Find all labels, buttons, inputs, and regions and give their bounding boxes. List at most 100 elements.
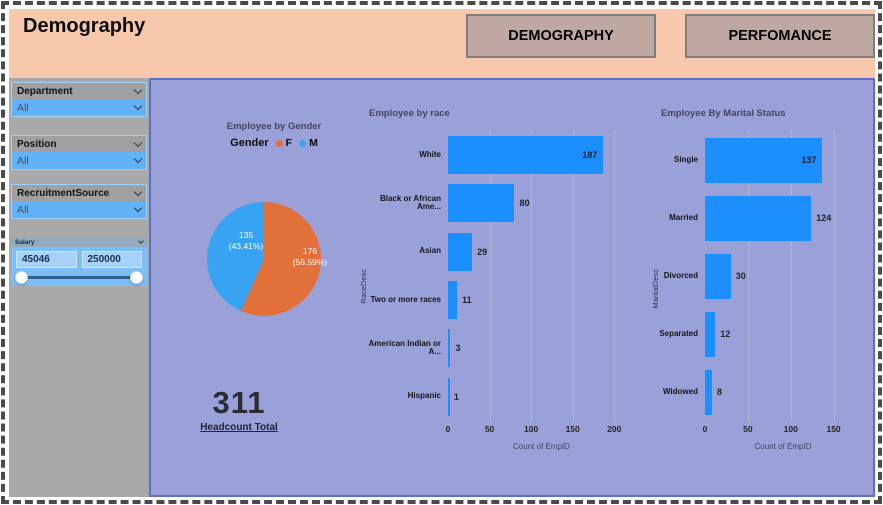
chevron-down-icon: [133, 203, 143, 213]
bar[interactable]: [448, 232, 473, 271]
pie[interactable]: [207, 202, 321, 316]
bar-track: 8: [705, 369, 861, 415]
slicer-recruitment-source-dropdown[interactable]: All: [12, 201, 146, 218]
bar-track: 124: [705, 195, 861, 241]
bar[interactable]: 137: [705, 137, 823, 183]
pie-percent: (43.41%): [228, 241, 264, 251]
legend-item-f[interactable]: F: [275, 137, 293, 149]
plot-area: White 187 Black or African Ame... 80 Asian 29…: [363, 131, 635, 437]
bar[interactable]: [448, 377, 450, 416]
salary-min-input[interactable]: 45046: [16, 251, 77, 268]
bar[interactable]: [705, 311, 716, 357]
x-tick-label: 100: [783, 424, 798, 434]
bar-track: 80: [448, 184, 635, 223]
bar-row: American Indian or A... 3: [363, 324, 635, 372]
pie-data-label-m: 135 (43.41%): [229, 230, 264, 252]
category-label: Divorced: [663, 270, 698, 280]
headcount-label: Headcount Total: [200, 422, 278, 433]
gridline: [572, 131, 574, 421]
gridline: [790, 131, 792, 421]
value-label: 124: [816, 213, 832, 223]
chevron-down-icon: [133, 138, 143, 147]
legend-item-m[interactable]: M: [299, 137, 318, 149]
slicer-value: All: [17, 154, 29, 167]
chart-title: Employee By Marital Status: [661, 108, 786, 119]
x-tick-label: 100: [524, 424, 539, 434]
bar-track: 12: [705, 311, 861, 357]
bar-row: Asian 29: [363, 228, 635, 276]
headcount-value: 311: [212, 385, 266, 420]
category-label: Married: [669, 212, 698, 222]
legend-dot: [299, 139, 307, 147]
bar[interactable]: [705, 253, 731, 299]
bar[interactable]: [705, 195, 812, 241]
slicer-department-dropdown[interactable]: All: [12, 99, 146, 116]
category-label: Two or more races: [370, 294, 441, 304]
bar-track: 11: [448, 281, 635, 320]
category-label: Single: [673, 154, 698, 164]
value-label: 30: [735, 271, 746, 281]
slicer-position-dropdown[interactable]: All: [12, 152, 146, 169]
bar-row: Divorced 30: [655, 247, 861, 305]
legend-title: Gender: [230, 137, 269, 149]
bar[interactable]: 187: [448, 136, 604, 175]
slicer-recruitment-source-header[interactable]: RecruitmentSource: [12, 185, 146, 201]
gridline: [531, 131, 533, 421]
x-axis: 0 50 100 150: [703, 421, 861, 437]
chart-title: Employee by Gender: [226, 121, 322, 132]
category-label: Separated: [659, 328, 698, 338]
slicer-department-header[interactable]: Department: [12, 83, 146, 99]
value-label: 11: [462, 295, 472, 306]
bar-row: Separated 12: [655, 305, 861, 363]
bar-row: Married 124: [655, 189, 861, 247]
chevron-down-icon: [133, 85, 143, 94]
value-label: 29: [477, 246, 488, 257]
bar[interactable]: [448, 281, 458, 320]
slider-handle-max[interactable]: [130, 271, 143, 284]
salary-range-inputs: 45046 250000: [11, 247, 147, 268]
slider-track: [21, 276, 137, 279]
legend-label: F: [285, 137, 293, 149]
bar-row: Widowed 8: [655, 363, 861, 421]
bar-row: White 187: [363, 131, 635, 179]
pie-data-label-f: 176 (56.59%): [293, 246, 328, 268]
slicer-title: RecruitmentSource: [17, 187, 110, 199]
slicer-recruitment-source: RecruitmentSource All: [11, 184, 147, 219]
chevron-down-icon: [133, 101, 143, 111]
header: Demography DEMOGRAPHY PERFOMANCE: [9, 9, 875, 78]
bar-track: 30: [705, 253, 861, 299]
chevron-down-icon: [133, 187, 143, 196]
salary-range-slider[interactable]: [15, 270, 143, 286]
slicer-salary-header[interactable]: Salary: [11, 237, 147, 247]
category-label: White: [419, 149, 441, 159]
bar[interactable]: [448, 184, 515, 223]
bar-track: 3: [448, 329, 635, 368]
nav-button-demography[interactable]: DEMOGRAPHY: [466, 14, 656, 58]
nav-button-performance[interactable]: PERFOMANCE: [685, 14, 875, 58]
x-tick-label: 50: [743, 424, 753, 434]
bar-row: Two or more races 11: [363, 276, 635, 324]
category-label: Black or African Ame...: [379, 193, 441, 212]
x-tick-label: 0: [445, 424, 451, 434]
gridlines: [705, 131, 861, 421]
slicer-value: All: [17, 101, 29, 114]
legend-label: M: [309, 137, 318, 149]
chevron-down-icon: [138, 237, 144, 244]
bar-track: 29: [448, 232, 635, 271]
gridline: [489, 131, 491, 421]
slicer-title: Department: [17, 85, 73, 97]
bar[interactable]: [448, 329, 451, 368]
value-label: 8: [716, 387, 722, 397]
legend-dot: [275, 139, 283, 147]
salary-max-input[interactable]: 250000: [81, 251, 142, 268]
category-label: American Indian or A...: [368, 338, 441, 357]
slicer-position-header[interactable]: Position: [12, 136, 146, 152]
bar[interactable]: [705, 369, 712, 415]
bar-track: 187: [448, 136, 635, 175]
bar-rows: Single 137 Married 124 Divorced 30 Separated 12…: [655, 131, 861, 421]
x-tick-label: 150: [826, 424, 841, 434]
slider-handle-min[interactable]: [15, 271, 28, 284]
